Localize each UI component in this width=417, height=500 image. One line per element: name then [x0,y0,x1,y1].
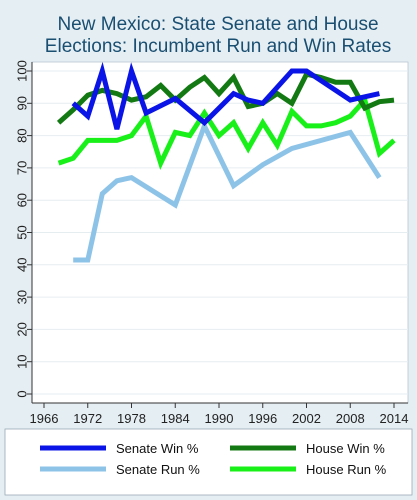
series-line-house-run [57,95,396,170]
axes: 0 10 20 30 40 50 60 70 80 90 100 1966 1972 1978 1984 19… [15,60,409,426]
y-tick-label-90: 90 [15,96,30,110]
y-tick-label-40: 40 [15,258,30,272]
x-tick-label-2008: 2008 [336,411,365,426]
chart-title-line-2: Elections: Incumbent Run and Win Rates [45,36,391,57]
y-tick-label-70: 70 [15,161,30,175]
x-tick-label-1984: 1984 [161,411,190,426]
legend-label-house-run: House Run % [306,462,387,477]
chart-title-line-1: New Mexico: State Senate and House [57,14,378,35]
y-tick-label-30: 30 [15,290,30,304]
y-tick-label-50: 50 [15,225,30,239]
x-tick-label-1966: 1966 [30,411,59,426]
y-tick-label-80: 80 [15,128,30,142]
series-group [56,61,396,263]
y-tick-label-0: 0 [15,390,30,397]
legend: Senate Win % House Win % Senate Run % House… [40,441,387,477]
x-tick-label-1990: 1990 [205,411,234,426]
legend-label-senate-win: Senate Win % [116,441,199,456]
series-line-house-win [56,71,395,125]
legend-label-house-win: House Win % [306,441,385,456]
x-tick-label-2002: 2002 [292,411,321,426]
series-line-senate-win [71,61,380,130]
y-tick-label-20: 20 [15,322,30,336]
y-tick-label-100: 100 [15,60,30,82]
x-tick-label-1978: 1978 [117,411,146,426]
y-tick-label-10: 10 [15,354,30,368]
x-tick-label-1996: 1996 [248,411,277,426]
legend-box [4,428,413,496]
series-line-senate-run [73,119,382,263]
legend-label-senate-run: Senate Run % [116,462,200,477]
y-tick-label-60: 60 [15,193,30,207]
x-tick-label-2014: 2014 [380,411,409,426]
x-tick-label-1972: 1972 [73,411,102,426]
